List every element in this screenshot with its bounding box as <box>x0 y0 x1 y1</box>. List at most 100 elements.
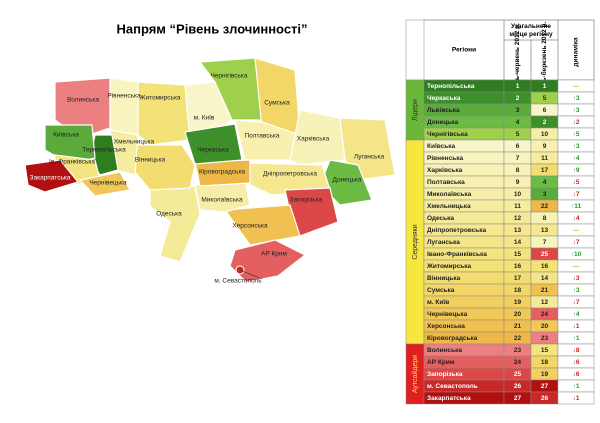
rank: 11 <box>514 203 521 210</box>
region-name: Сумська <box>427 287 455 294</box>
header-text-line: Узагальнене <box>511 23 551 30</box>
region <box>223 204 301 246</box>
rank: 24 <box>541 311 549 318</box>
map-label: Харківська <box>297 135 330 143</box>
map-label: Тернопільська <box>82 146 126 154</box>
map <box>24 57 396 283</box>
dynamics: ↑9 <box>573 167 580 174</box>
dynamics: ↑3 <box>573 107 580 114</box>
region-name: Дніпропетровська <box>427 226 487 234</box>
rank: 16 <box>541 263 549 270</box>
region-name: Рівненська <box>427 154 463 162</box>
map-label: Херсонська <box>232 223 268 230</box>
rank: 8 <box>543 215 547 222</box>
dynamics: ↓7 <box>573 239 580 246</box>
region <box>24 159 80 193</box>
rank: 16 <box>514 263 522 270</box>
dynamics: ↑3 <box>573 95 580 102</box>
region-name: Херсонська <box>427 323 465 330</box>
region-name: м. Севастополь <box>427 383 478 390</box>
region-name: Луганська <box>427 239 460 246</box>
rank: 26 <box>541 395 549 402</box>
region-name: Полтавська <box>427 179 465 186</box>
dynamics: ↓6 <box>573 371 580 378</box>
rank: 3 <box>516 107 520 114</box>
dynamics: ↑4 <box>573 155 580 162</box>
rank: 22 <box>541 203 549 210</box>
rank: 12 <box>541 299 549 306</box>
region <box>184 123 243 165</box>
map-label: Волинська <box>67 97 99 104</box>
region-name: м. Київ <box>427 299 449 306</box>
map-label: АР Крим <box>261 251 288 258</box>
rank: 6 <box>516 143 520 150</box>
rank: 15 <box>514 251 522 258</box>
region <box>54 77 111 139</box>
rank: 7 <box>543 239 547 246</box>
map-label: Кіровоградська <box>199 168 245 176</box>
map-label: Миколаївська <box>201 197 243 204</box>
header-text: динаміка <box>572 37 580 67</box>
map-label: Чернівецька <box>89 179 127 187</box>
rank: 8 <box>516 167 520 174</box>
dynamics: ↓7 <box>573 299 580 306</box>
region-name: Кіровоградська <box>427 334 478 342</box>
rank: 14 <box>514 239 522 246</box>
rank: 23 <box>514 347 522 354</box>
rank: 20 <box>541 323 549 330</box>
header-text: Узагальнене місце регіону <box>509 23 553 38</box>
dynamics: ↑5 <box>573 131 580 138</box>
region <box>198 57 263 121</box>
map-label: Сумська <box>264 100 290 107</box>
rank: 18 <box>514 287 522 294</box>
map-label: Вінницька <box>135 156 166 164</box>
region-name: Одеська <box>427 215 454 222</box>
pointer <box>239 269 263 280</box>
header-text: Регіони <box>452 46 476 54</box>
region-name: Харківська <box>427 166 463 174</box>
dynamics: ↑11 <box>571 203 582 210</box>
rank: 18 <box>541 359 549 366</box>
header-text: січень-червень 2012 р. <box>513 23 521 97</box>
rank: 10 <box>514 191 522 198</box>
rank: 19 <box>514 299 522 306</box>
region-name: Волинська <box>427 347 462 354</box>
dynamics: ↑3 <box>573 143 580 150</box>
rank: 19 <box>541 371 549 378</box>
dynamics: — <box>573 227 580 234</box>
rank: 15 <box>541 347 549 354</box>
rank: 4 <box>543 179 547 186</box>
region <box>149 185 201 263</box>
region-name: Донецька <box>427 119 458 126</box>
map-label: Чернігівська <box>210 72 247 80</box>
map-label: Рівненська <box>107 92 141 100</box>
rank: 1 <box>543 83 547 90</box>
region <box>109 77 141 136</box>
dynamics: ↑3 <box>573 287 580 294</box>
region-name: Тернопільська <box>427 82 475 90</box>
map-label: Київська <box>53 132 79 139</box>
rank: 21 <box>541 287 549 294</box>
rank: 23 <box>541 335 549 342</box>
map-label: м. Київ <box>194 115 215 122</box>
header-text-line: місце регіону <box>509 30 553 38</box>
region-name: Миколаївська <box>427 191 472 198</box>
map-label: Луганська <box>354 154 385 161</box>
group-label: Аутсайдери <box>411 355 419 393</box>
region-name: Запорізька <box>427 370 463 378</box>
map-label: Черкаська <box>197 147 229 154</box>
map-label: Хмельницька <box>114 139 155 146</box>
rank: 14 <box>541 275 549 282</box>
region-name: Львівська <box>427 106 460 114</box>
rank: 25 <box>514 371 522 378</box>
rank: 4 <box>516 119 520 126</box>
region-name: Чернігівська <box>427 130 468 138</box>
dynamics: ↓8 <box>573 347 580 354</box>
dynamics: ↓1 <box>573 323 580 330</box>
region <box>78 171 131 197</box>
dynamics: ↓6 <box>573 359 580 366</box>
header-text: січень-березень 2012 р. <box>540 21 548 98</box>
rank: 9 <box>516 179 520 186</box>
dynamics: ↑1 <box>573 383 580 390</box>
